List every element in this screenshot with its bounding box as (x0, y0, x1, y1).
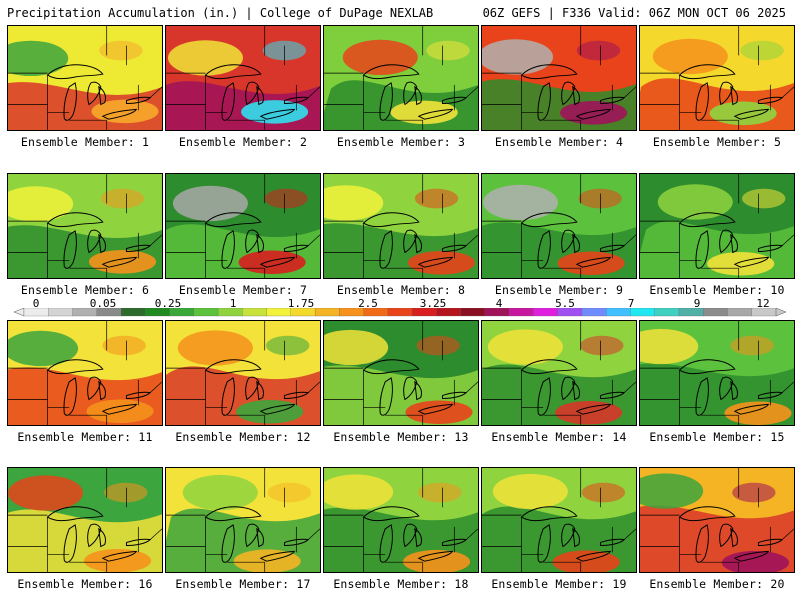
ensemble-member-map[interactable] (639, 173, 795, 279)
ensemble-member-label: Ensemble Member: 17 (175, 577, 311, 591)
ensemble-member-label: Ensemble Member: 13 (333, 430, 469, 444)
ensemble-member-map[interactable] (165, 467, 321, 573)
colorbar-tick-label: 12 (756, 297, 770, 310)
ensemble-member-map[interactable] (639, 467, 795, 573)
ensemble-member-map[interactable] (323, 25, 479, 131)
ensemble-member-map[interactable] (323, 467, 479, 573)
colorbar-tick-label: 0.05 (89, 297, 117, 310)
ensemble-member-label: Ensemble Member: 10 (649, 283, 785, 297)
ensemble-member-label: Ensemble Member: 15 (649, 430, 785, 444)
colorbar-tick-label: 0.25 (154, 297, 182, 310)
ensemble-member-label: Ensemble Member: 7 (178, 283, 308, 297)
colorbar-tick-label: 2.5 (358, 297, 378, 310)
ensemble-member-label: Ensemble Member: 4 (494, 135, 624, 149)
colorbar-tick-label: 7 (627, 297, 635, 310)
ensemble-member-label: Ensemble Member: 18 (333, 577, 469, 591)
colorbar-tick-label: 1 (229, 297, 237, 310)
ensemble-member-label: Ensemble Member: 5 (652, 135, 782, 149)
model-run-info: 06Z GEFS | F336 Valid: 06Z MON OCT 06 20… (482, 6, 786, 20)
ensemble-member-label: Ensemble Member: 19 (491, 577, 627, 591)
ensemble-member-label: Ensemble Member: 20 (649, 577, 785, 591)
ensemble-member-map[interactable] (165, 320, 321, 426)
ensemble-member-label: Ensemble Member: 16 (17, 577, 153, 591)
product-title: Precipitation Accumulation (in.) | Colle… (7, 6, 434, 20)
colorbar: 0 0.05 0.25 1 1.75 2.5 3.25 4 5.5 7 9 12 (0, 297, 800, 319)
ensemble-member-map[interactable] (639, 320, 795, 426)
ensemble-member-map[interactable] (7, 173, 163, 279)
ensemble-member-map[interactable] (639, 25, 795, 131)
ensemble-member-map[interactable] (165, 173, 321, 279)
colorbar-tick-label: 1.75 (287, 297, 315, 310)
ensemble-member-map[interactable] (165, 25, 321, 131)
ensemble-member-map[interactable] (481, 320, 637, 426)
colorbar-tick-label: 9 (693, 297, 701, 310)
ensemble-member-label: Ensemble Member: 2 (178, 135, 308, 149)
ensemble-member-label: Ensemble Member: 1 (20, 135, 150, 149)
ensemble-member-map[interactable] (481, 173, 637, 279)
colorbar-tick-label: 5.5 (555, 297, 575, 310)
ensemble-member-label: Ensemble Member: 6 (20, 283, 150, 297)
ensemble-member-map[interactable] (7, 320, 163, 426)
header: Precipitation Accumulation (in.) | Colle… (0, 0, 800, 22)
ensemble-member-label: Ensemble Member: 9 (494, 283, 624, 297)
colorbar-tick-label: 0 (32, 297, 40, 310)
ensemble-member-label: Ensemble Member: 12 (175, 430, 311, 444)
ensemble-member-map[interactable] (481, 25, 637, 131)
ensemble-member-map[interactable] (323, 320, 479, 426)
ensemble-member-label: Ensemble Member: 8 (336, 283, 466, 297)
ensemble-member-map[interactable] (481, 467, 637, 573)
colorbar-tick-label: 4 (495, 297, 503, 310)
ensemble-member-map[interactable] (323, 173, 479, 279)
ensemble-member-label: Ensemble Member: 14 (491, 430, 627, 444)
ensemble-member-map[interactable] (7, 467, 163, 573)
ensemble-member-label: Ensemble Member: 3 (336, 135, 466, 149)
ensemble-member-label: Ensemble Member: 11 (17, 430, 153, 444)
ensemble-member-map[interactable] (7, 25, 163, 131)
colorbar-scale (13, 308, 787, 317)
colorbar-tick-label: 3.25 (419, 297, 447, 310)
